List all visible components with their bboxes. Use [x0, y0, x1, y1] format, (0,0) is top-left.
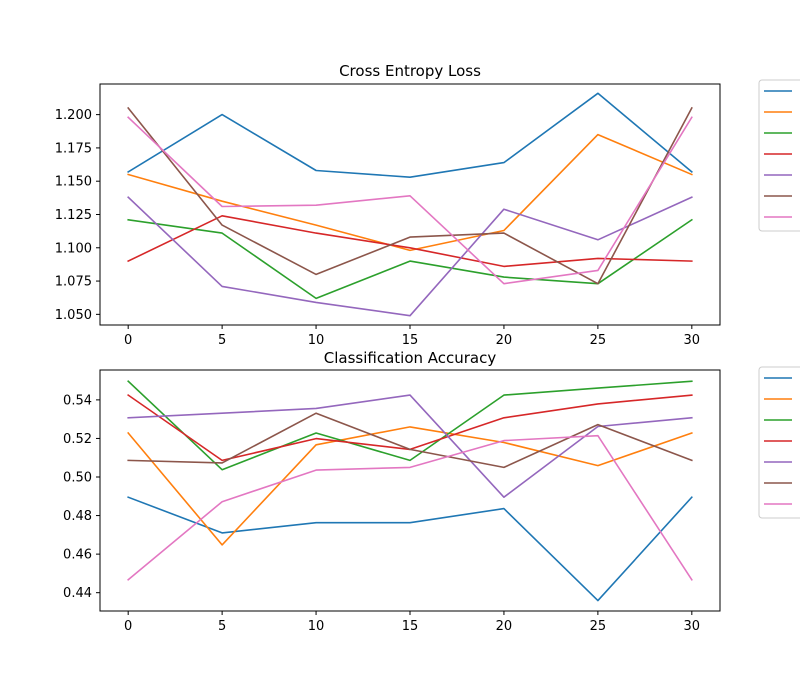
loss-y-tick-label: 1.075 [55, 275, 92, 290]
accuracy-x-tick-label: 15 [402, 619, 419, 634]
loss-x-tick-label: 10 [308, 333, 325, 348]
accuracy-x-tick-label: 25 [590, 619, 607, 634]
accuracy-chart: Classification Accuracy 0 5 10 15 20 25 30 0.44… [63, 349, 721, 634]
loss-chart-ticks: 0 5 10 15 20 25 30 1.050 1.075 1.100 1.125 1.150 1.1… [55, 108, 700, 348]
loss-y-tick-label: 1.125 [55, 208, 92, 223]
accuracy-y-tick-label: 0.54 [63, 393, 92, 408]
loss-y-tick-label: 1.175 [55, 141, 92, 156]
loss-series-line-7 [127, 116, 693, 285]
accuracy-y-tick-label: 0.48 [63, 509, 92, 524]
loss-x-tick-label: 30 [684, 333, 701, 348]
loss-series-line-4 [127, 215, 693, 268]
accuracy-series-line-3 [127, 380, 693, 471]
loss-legend-box [758, 79, 800, 232]
loss-y-tick-label: 1.150 [55, 175, 92, 190]
accuracy-series-line-2 [127, 426, 693, 546]
accuracy-legend-box [758, 366, 800, 519]
loss-legend [758, 79, 800, 232]
accuracy-y-tick-label: 0.50 [63, 471, 92, 486]
accuracy-series-line-7 [127, 434, 693, 581]
accuracy-chart-ticks: 0 5 10 15 20 25 30 0.44 0.46 0.48 0.50 0.52 0.54 [63, 393, 700, 634]
accuracy-x-tick-label: 10 [308, 619, 325, 634]
loss-y-tick-label: 1.200 [55, 108, 92, 123]
accuracy-x-tick-label: 5 [218, 619, 226, 634]
loss-y-tick-label: 1.100 [55, 241, 92, 256]
accuracy-chart-marks [127, 380, 693, 602]
accuracy-series-line-5 [127, 394, 693, 499]
loss-series-line-6 [127, 106, 693, 285]
loss-x-tick-label: 0 [124, 333, 132, 348]
loss-series-line-5 [127, 196, 693, 317]
loss-x-tick-label: 15 [402, 333, 419, 348]
accuracy-x-tick-label: 30 [684, 619, 701, 634]
loss-x-tick-label: 5 [218, 333, 226, 348]
accuracy-series-line-6 [127, 412, 693, 469]
loss-series-line-1 [127, 92, 693, 178]
accuracy-y-tick-label: 0.46 [63, 548, 92, 563]
accuracy-chart-title: Classification Accuracy [324, 349, 497, 367]
accuracy-y-tick-label: 0.44 [63, 586, 92, 601]
loss-chart-marks [127, 92, 693, 317]
loss-x-tick-label: 25 [590, 333, 607, 348]
loss-x-tick-label: 20 [496, 333, 513, 348]
accuracy-x-tick-label: 0 [124, 619, 132, 634]
accuracy-series-line-1 [127, 496, 693, 602]
loss-series-line-2 [127, 133, 693, 252]
loss-y-tick-label: 1.050 [55, 308, 92, 323]
loss-chart: Cross Entropy Loss 0 5 10 15 20 25 30 1.050 1.07… [55, 62, 721, 348]
accuracy-y-tick-label: 0.52 [63, 432, 92, 447]
accuracy-legend [758, 366, 800, 519]
loss-chart-title: Cross Entropy Loss [339, 62, 481, 80]
accuracy-x-tick-label: 20 [496, 619, 513, 634]
